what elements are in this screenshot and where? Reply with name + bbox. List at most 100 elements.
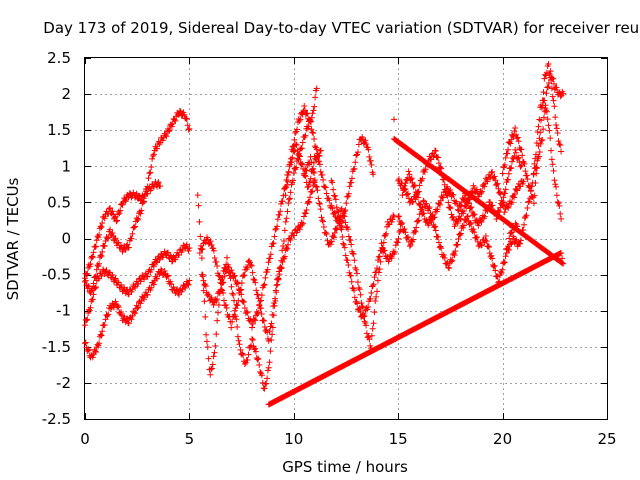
data-point — [215, 301, 222, 308]
data-point — [125, 320, 132, 327]
data-point — [495, 207, 502, 214]
data-point — [231, 272, 238, 279]
y-tick-label: 0 — [61, 230, 71, 248]
data-point — [87, 304, 94, 311]
data-point — [234, 279, 241, 286]
data-point — [406, 243, 413, 250]
data-point — [353, 266, 360, 273]
data-point — [177, 108, 184, 115]
data-point — [340, 241, 347, 248]
data-point — [402, 229, 409, 236]
data-point — [264, 266, 271, 273]
data-point — [507, 165, 514, 172]
data-point — [134, 304, 141, 311]
data-point — [552, 181, 559, 188]
data-point — [445, 264, 452, 271]
data-point — [92, 348, 99, 355]
data-point — [547, 68, 554, 75]
data-point — [304, 184, 311, 191]
data-point — [141, 191, 148, 198]
data-point — [357, 309, 364, 316]
data-point — [211, 349, 218, 356]
y-tick-label: -2 — [56, 374, 71, 392]
data-point — [275, 268, 282, 275]
data-point — [282, 218, 289, 225]
data-point — [550, 97, 557, 104]
data-point — [501, 209, 508, 216]
data-point — [171, 116, 178, 123]
data-point — [487, 199, 494, 206]
data-point — [102, 316, 109, 323]
data-point — [274, 216, 281, 223]
data-point — [398, 219, 405, 226]
data-point — [156, 256, 163, 263]
data-point — [549, 161, 556, 168]
data-point — [89, 254, 96, 261]
data-point — [436, 201, 443, 208]
data-point — [450, 191, 457, 198]
data-point — [523, 172, 530, 179]
data-point — [366, 336, 373, 343]
data-point — [536, 148, 543, 155]
data-point — [467, 219, 474, 226]
data-point — [364, 306, 371, 313]
data-point — [141, 276, 148, 283]
data-point — [343, 200, 350, 207]
data-point — [90, 249, 97, 256]
data-point — [277, 264, 284, 271]
data-point — [341, 244, 348, 251]
data-point — [518, 146, 525, 153]
data-point — [194, 192, 201, 199]
data-point — [261, 281, 268, 288]
data-point — [502, 154, 509, 161]
data-point — [244, 356, 251, 363]
data-point — [210, 247, 217, 254]
data-point — [544, 84, 551, 91]
data-point — [368, 289, 375, 296]
data-point — [328, 202, 335, 209]
data-point — [181, 111, 188, 118]
data-point — [329, 179, 336, 186]
data-point — [276, 271, 283, 278]
data-point — [257, 369, 264, 376]
data-point — [354, 270, 361, 277]
data-point — [511, 194, 518, 201]
data-point — [454, 219, 461, 226]
data-point — [355, 284, 362, 291]
data-point — [470, 210, 477, 217]
data-point — [221, 273, 228, 280]
data-point — [234, 333, 241, 340]
data-point — [274, 281, 281, 288]
data-point — [252, 317, 259, 324]
data-point — [305, 183, 312, 190]
data-point — [281, 227, 288, 234]
data-point — [249, 336, 256, 343]
data-point — [536, 116, 543, 123]
data-point — [464, 213, 471, 220]
data-point — [362, 137, 369, 144]
data-point — [274, 223, 281, 230]
data-point — [501, 190, 508, 197]
data-point — [457, 216, 464, 223]
data-point — [541, 97, 548, 104]
data-point — [432, 147, 439, 154]
data-point — [255, 309, 262, 316]
data-point — [185, 247, 192, 254]
data-point — [259, 379, 266, 386]
data-point — [401, 226, 408, 233]
data-point — [240, 351, 247, 358]
data-point — [331, 192, 338, 199]
data-point — [312, 94, 319, 101]
data-point — [163, 133, 170, 140]
data-point — [473, 234, 480, 241]
data-point — [508, 136, 515, 143]
data-point — [373, 293, 380, 300]
data-point — [371, 274, 378, 281]
data-point — [290, 143, 297, 150]
data-point — [412, 228, 419, 235]
data-point — [506, 246, 513, 253]
data-point — [92, 283, 99, 290]
data-point — [444, 192, 451, 199]
data-point — [125, 244, 132, 251]
data-point — [363, 330, 370, 337]
